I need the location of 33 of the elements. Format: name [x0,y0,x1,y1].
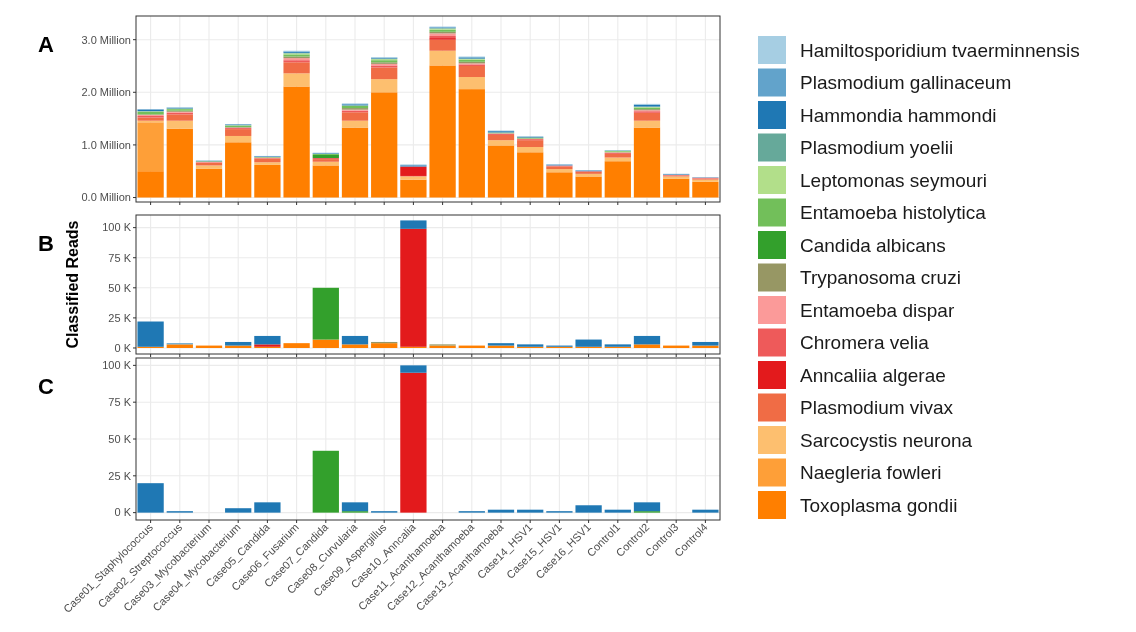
legend-label: Entamoeba dispar [800,299,955,321]
y-tick-label: 75 K [108,396,132,409]
text: B [38,231,54,256]
y-tick-label: 100 K [102,359,132,372]
legend-label: Entamoeba histolytica [800,202,987,224]
legend-label: Hamiltosporidium tvaerminnensis [800,39,1080,61]
y-tick-label: 0 K [114,506,132,519]
text: A [38,32,54,57]
legend-label: Hammondia hammondi [800,104,997,126]
legend-label: Naegleria fowleri [800,462,942,484]
legend-label: Trypanosoma cruzi [800,267,961,289]
y-axis-title: Classified Reads [64,220,81,349]
y-tick-label: 100 K [102,221,132,234]
y-tick-label: 50 K [108,432,132,445]
legend-label: Plasmodium gallinaceum [800,72,1012,94]
y-tick-label: 25 K [108,311,132,324]
legend-label: Plasmodium yoelii [800,137,954,159]
y-tick-label: 0 K [114,341,132,354]
y-tick-label: 0.0 Million [81,191,131,204]
y-tick-label: 3.0 Million [81,33,131,46]
legend-label: Plasmodium vivax [800,397,954,419]
y-tick-label: 1.0 Million [81,138,131,151]
y-tick-label: 50 K [108,281,132,294]
legend-label: Toxoplasma gondii [800,494,958,516]
legend-label: Chromera velia [800,332,930,354]
y-tick-label: 2.0 Million [81,86,131,99]
legend-label: Sarcocystis neurona [800,429,973,451]
legend-label: Candida albicans [800,234,946,256]
y-tick-label: 75 K [108,251,132,264]
legend-label: Anncaliia algerae [800,364,946,386]
text: C [38,374,54,399]
legend-label: Leptomonas seymouri [800,169,987,191]
y-tick-label: 25 K [108,469,132,482]
